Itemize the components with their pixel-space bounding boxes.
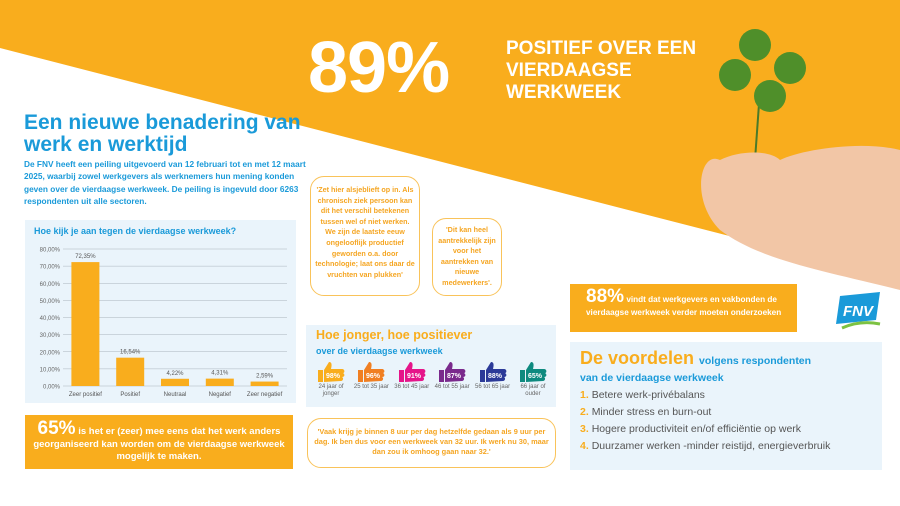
age-group: 65% 66 jaar of ouder: [514, 361, 552, 398]
thumbs-up-icon: 65%: [519, 362, 547, 382]
age-pct: 88%: [488, 373, 503, 380]
stat-88-box: 88% vindt dat werkgevers en vakbonden de…: [570, 284, 797, 332]
x-tick-label: Zeer negatief: [247, 392, 283, 398]
quote-bubble: 'Zet hier alsjeblieft op in. Als chronis…: [310, 176, 420, 296]
stat-65-percent: 65%: [37, 418, 76, 439]
stat-88-percent: 88%: [586, 286, 625, 307]
age-pct: 87%: [447, 373, 462, 380]
age-group: 98% 24 jaar of jonger: [312, 361, 350, 398]
svg-text:FNV: FNV: [843, 303, 875, 320]
data-label: 4,22%: [166, 371, 184, 377]
voordelen-list: 1. Betere werk-privébalans 2. Minder str…: [580, 387, 872, 455]
age-group: 87% 46 tot 55 jaar: [433, 361, 471, 398]
age-group: 91% 36 tot 45 jaar: [393, 361, 431, 398]
fnv-logo: FNV: [836, 292, 881, 330]
thumbs-up-icon: 87%: [439, 362, 466, 382]
chart-panel: [25, 220, 296, 403]
x-tick-label: Neutraal: [164, 392, 187, 398]
stat-65-text: is het er (zeer) mee eens dat het werk a…: [33, 426, 285, 462]
data-label: 2,59%: [256, 374, 274, 380]
age-group: 88% 56 tot 65 jaar: [474, 361, 512, 398]
age-title: Hoe jonger, hoe positiever: [316, 328, 473, 342]
x-tick-label: Negatief: [209, 392, 232, 398]
voordelen-title-rest: volgens respondenten: [699, 355, 812, 367]
y-tick-label: 50,00%: [40, 299, 61, 305]
x-tick-label: Positief: [120, 392, 140, 398]
age-group: 96% 25 tot 35 jaar: [352, 361, 390, 398]
list-item: 4. Duurzamer werken -minder reistijd, en…: [580, 440, 831, 452]
bar: [250, 381, 279, 386]
quote-bubble: 'Vaak krijg je binnen 8 uur per dag hetz…: [307, 418, 556, 468]
x-tick-label: Zeer positief: [69, 392, 102, 398]
age-label: 66 jaar of ouder: [520, 384, 546, 397]
hero-text: POSITIEF OVER EEN VIERDAAGSE WERKWEEK: [506, 38, 697, 103]
intro-body: De FNV heeft een peiling uitgevoerd van …: [24, 159, 306, 206]
y-tick-label: 80,00%: [40, 248, 61, 254]
bar: [71, 262, 100, 386]
age-label: 36 tot 45 jaar: [394, 384, 430, 390]
stat-88-text: vindt dat werkgevers en vakbonden de vie…: [586, 295, 782, 317]
data-label: 16,54%: [120, 350, 141, 356]
stat-65-box: 65% is het er (zeer) mee eens dat het we…: [25, 415, 293, 469]
y-tick-label: 0,00%: [43, 385, 61, 391]
age-groups: 98% 24 jaar of jonger 96% 25 tot 35 jaar 91%…: [312, 361, 552, 398]
y-tick-label: 30,00%: [40, 333, 61, 339]
thumbs-up-icon: 91%: [398, 362, 426, 382]
quote-bubble: 'Dit kan heel aantrekkelijk zijn voor he…: [432, 218, 502, 296]
hero-percent: 89%: [308, 28, 450, 108]
age-panel: [306, 325, 556, 407]
list-item: 1. Betere werk-privébalans: [580, 389, 705, 401]
chart-title: Hoe kijk je aan tegen de vierdaagse werk…: [34, 226, 237, 236]
intro-title: Een nieuwe benadering van werk en werkti…: [24, 111, 301, 156]
hand-with-clover-image: [701, 29, 900, 290]
age-label: 25 tot 35 jaar: [353, 384, 389, 390]
y-tick-label: 40,00%: [40, 316, 61, 322]
age-pct: 96%: [366, 373, 381, 380]
age-label: 56 tot 65 jaar: [475, 384, 511, 390]
data-label: 4,31%: [211, 371, 229, 377]
y-tick-label: 10,00%: [40, 367, 61, 373]
age-subtitle: over de vierdaagse werkweek: [316, 346, 443, 356]
data-label: 72,35%: [75, 254, 96, 260]
y-tick-label: 20,00%: [40, 350, 61, 356]
bar-chart: 0,00% 10,00% 20,00% 30,00% 40,00% 50,00% 60,00…: [40, 248, 287, 398]
age-pct: 65%: [528, 373, 543, 380]
list-item: 3. Hogere productiviteit en/of efficiënt…: [580, 423, 802, 435]
bar: [161, 378, 189, 386]
age-label: 46 tot 55 jaar: [434, 384, 470, 390]
bar: [205, 378, 234, 386]
age-pct: 98%: [326, 373, 341, 380]
voordelen-subtitle: van de vierdaagse werkweek: [580, 372, 724, 384]
bar: [116, 357, 145, 386]
thumbs-up-icon: 88%: [479, 362, 506, 382]
voordelen-panel: De voordelen volgens respondenten van de…: [570, 342, 882, 470]
age-pct: 91%: [407, 373, 422, 380]
age-label: 24 jaar of jonger: [318, 384, 344, 397]
y-tick-label: 70,00%: [40, 265, 61, 271]
voordelen-title: De voordelen: [580, 348, 695, 368]
list-item: 2. Minder stress en burn-out: [580, 406, 712, 418]
thumbs-up-icon: 96%: [358, 362, 385, 382]
thumbs-up-icon: 98%: [318, 362, 345, 382]
y-tick-label: 60,00%: [40, 282, 61, 288]
